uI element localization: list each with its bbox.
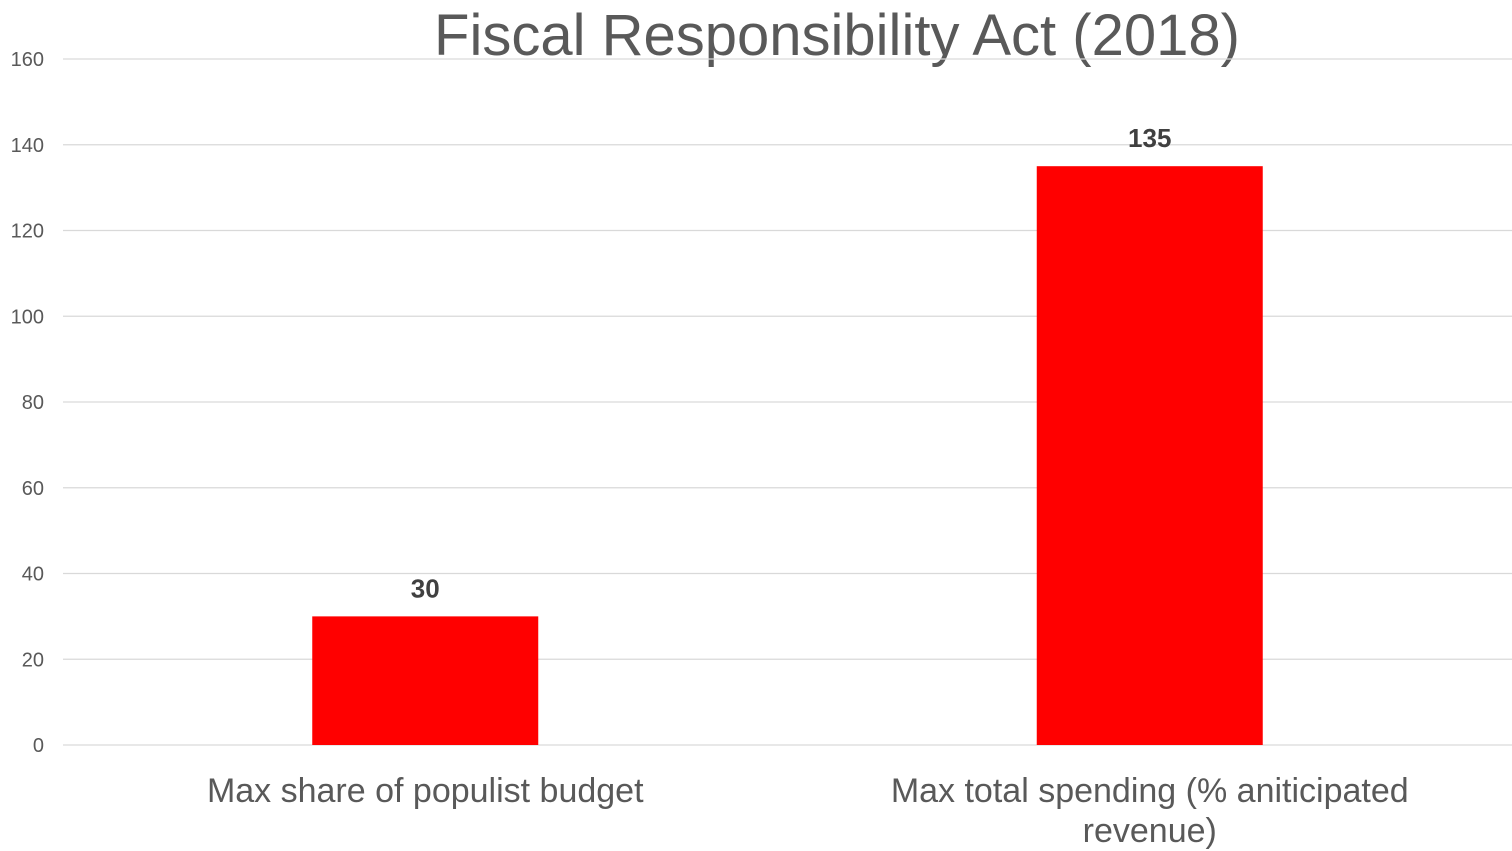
data-label: 30 bbox=[411, 573, 440, 603]
category-label: Max total spending (% aniticipated revenu… bbox=[891, 772, 1409, 850]
y-axis-tick-labels: 0 20 40 60 80 100 120 140 160 bbox=[11, 49, 44, 757]
y-tick-label: 80 bbox=[22, 392, 44, 414]
y-tick-label: 20 bbox=[22, 649, 44, 671]
data-label: 135 bbox=[1128, 123, 1171, 153]
data-labels: 30 135 bbox=[411, 123, 1172, 603]
bar bbox=[1036, 166, 1263, 745]
y-tick-label: 140 bbox=[11, 135, 44, 157]
y-tick-label: 120 bbox=[11, 221, 44, 243]
y-tick-label: 100 bbox=[11, 306, 44, 328]
y-tick-label: 160 bbox=[11, 49, 44, 71]
category-label-line: revenue) bbox=[1083, 812, 1217, 850]
category-label: Max share of populist budget bbox=[207, 772, 644, 810]
category-label-line: Max share of populist budget bbox=[207, 772, 644, 810]
y-tick-label: 0 bbox=[33, 735, 44, 757]
y-tick-label: 40 bbox=[22, 564, 44, 586]
bars bbox=[312, 166, 1263, 745]
category-label-line: Max total spending (% aniticipated bbox=[891, 772, 1409, 810]
gridlines bbox=[63, 58, 1512, 746]
chart-title: Fiscal Responsibility Act (2018) bbox=[434, 3, 1240, 68]
y-tick-label: 60 bbox=[22, 478, 44, 500]
x-axis-category-labels: Max share of populist budget Max total sp… bbox=[207, 772, 1409, 850]
bar bbox=[312, 616, 539, 745]
